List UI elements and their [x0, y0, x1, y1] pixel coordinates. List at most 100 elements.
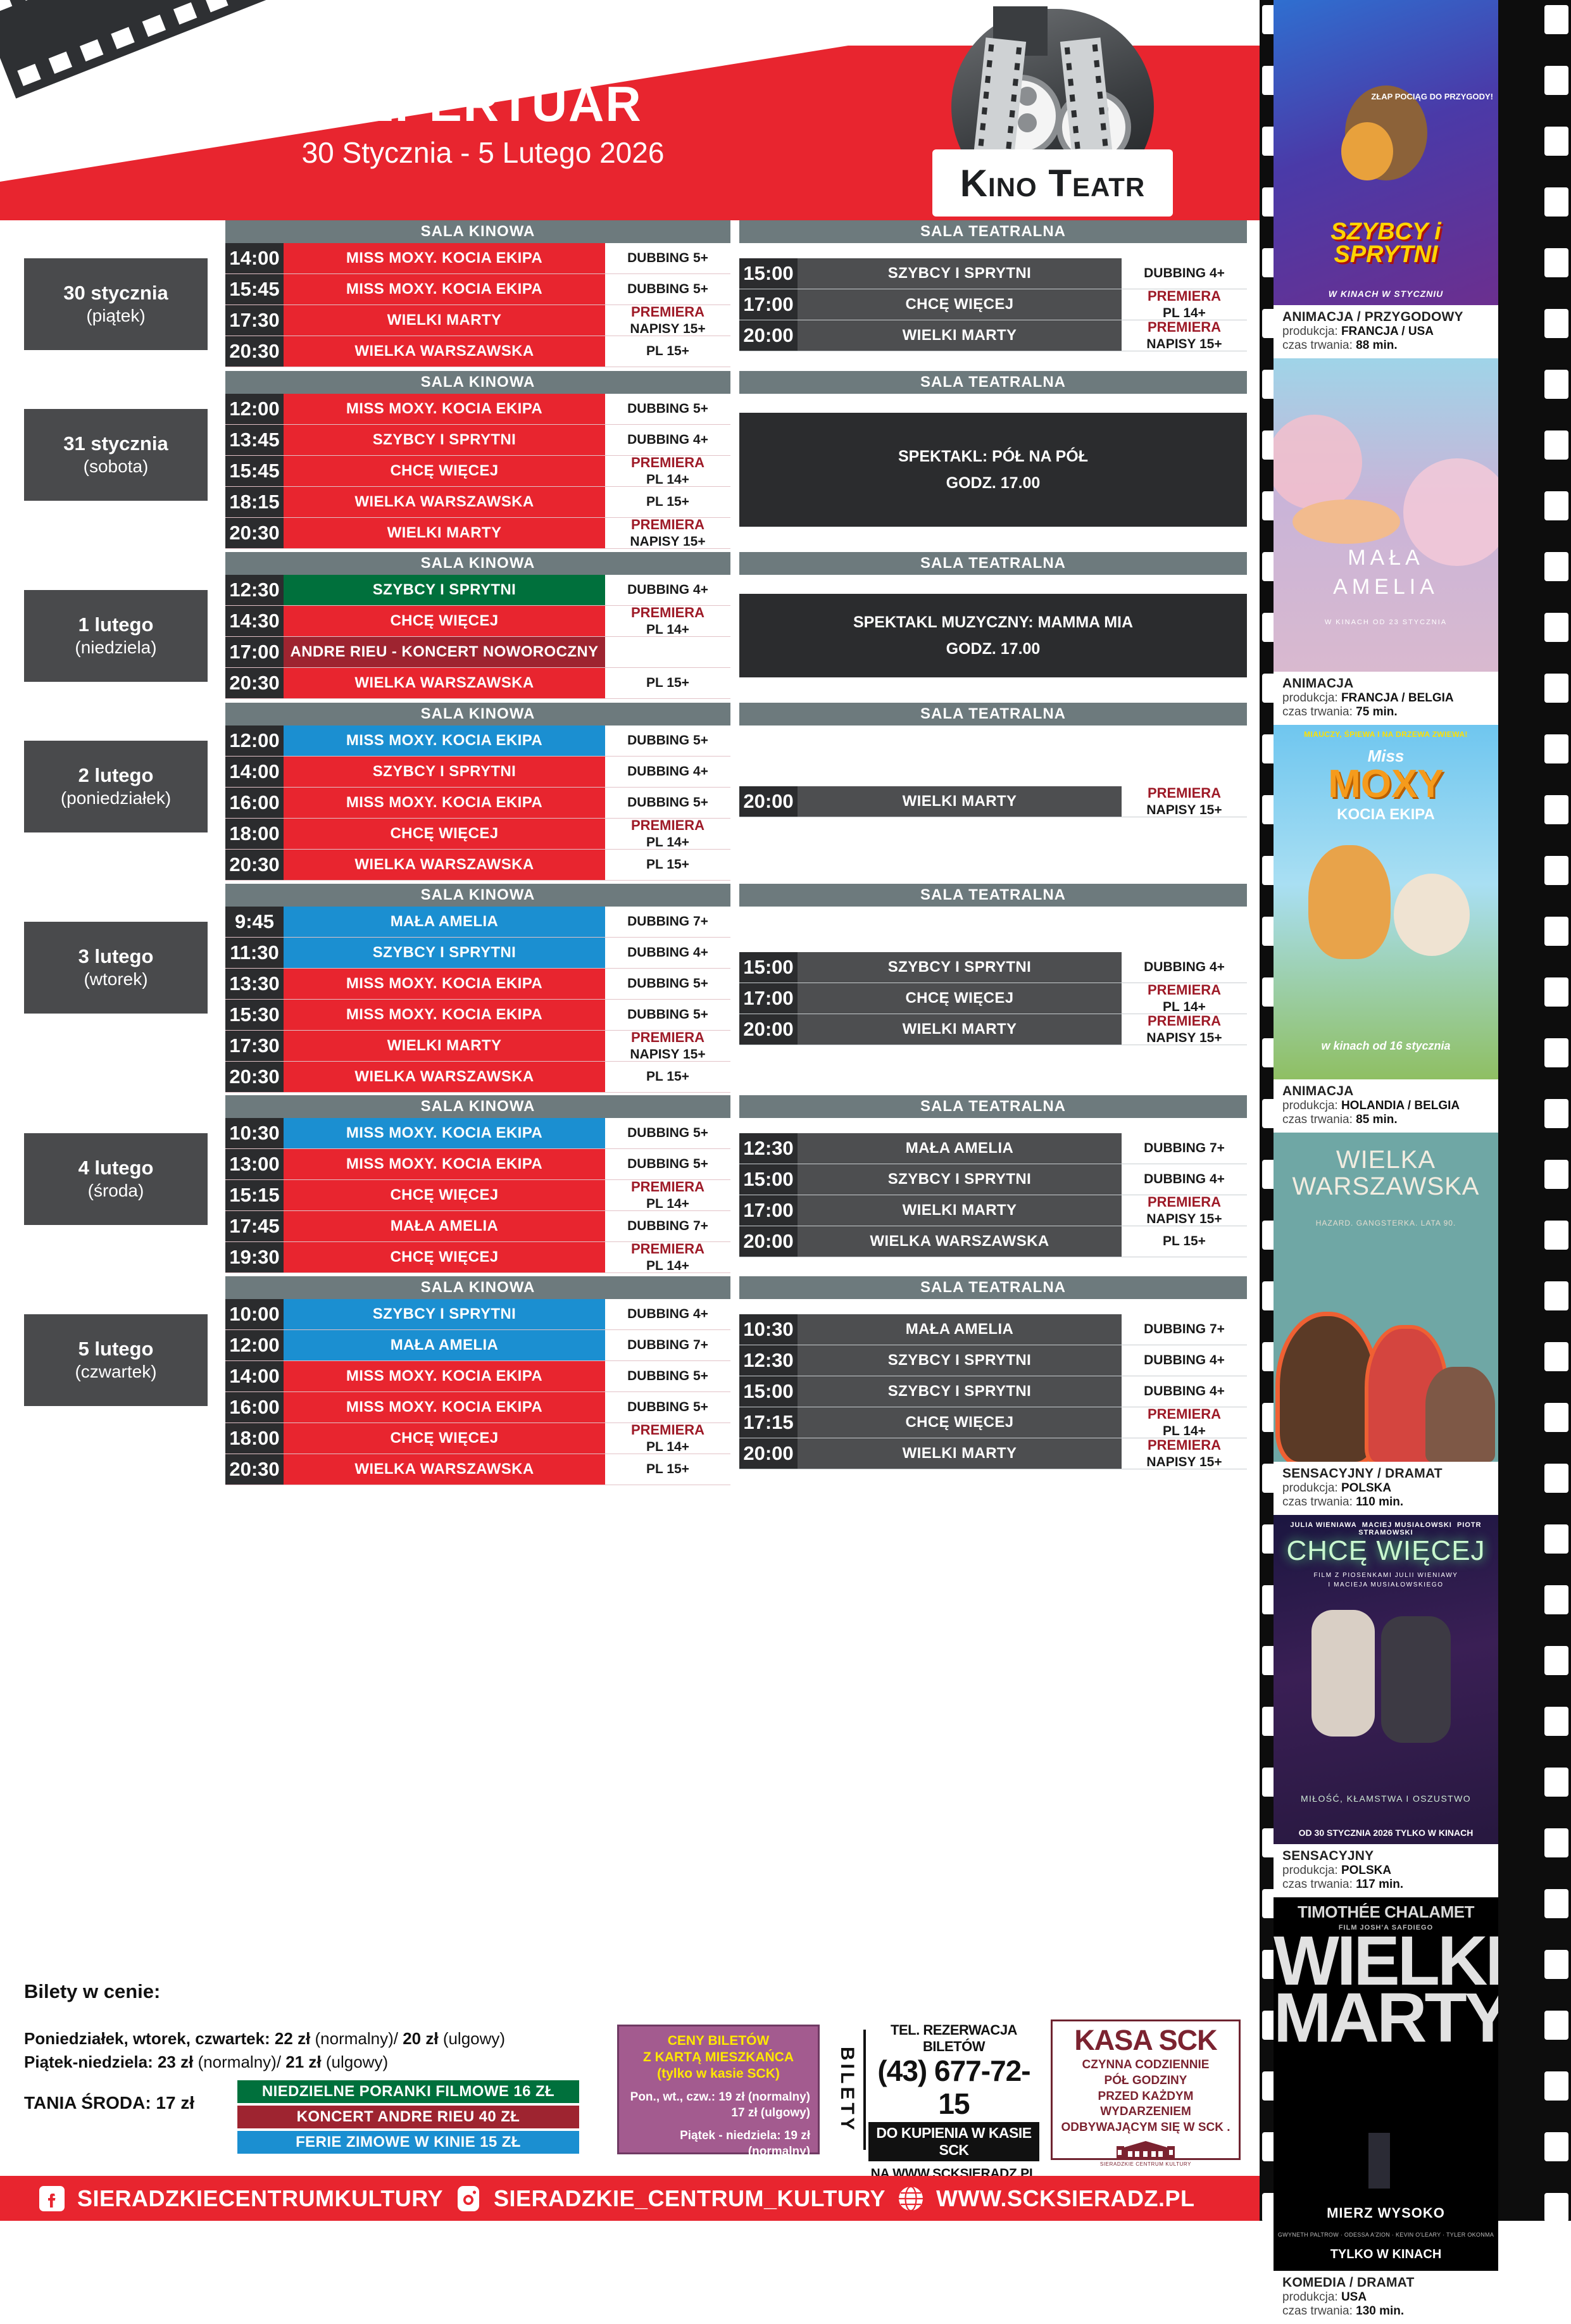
film-genre: ANIMACJA / PRZYGODOWY [1282, 310, 1463, 324]
hall-header-teatr: SALA TEATRALNA [739, 1276, 1247, 1299]
day-label: 3 lutego (wtorek) [24, 921, 208, 1014]
screening-row[interactable]: 12:00 MISS MOXY. KOCIA EKIPA DUBBING 5+ [225, 394, 730, 425]
screening-row[interactable]: 9:45 MAŁA AMELIA DUBBING 7+ [225, 907, 730, 938]
screening-row[interactable]: 20:30 WIELKI MARTY PREMIERA NAPISY 15+ [225, 517, 730, 549]
screening-time: 10:00 [225, 1299, 284, 1329]
screening-title: MISS MOXY. KOCIA EKIPA [284, 1149, 605, 1179]
screening-row[interactable]: 15:00 SZYBCY I SPRYTNI DUBBING 4+ [739, 258, 1247, 289]
reservation-phone[interactable]: (43) 677-72-15 [877, 2054, 1030, 2120]
screening-row[interactable]: 11:30 SZYBCY I SPRYTNI DUBBING 4+ [225, 938, 730, 969]
instagram-handle[interactable]: SIERADZKIE_CENTRUM_KULTURY [493, 2185, 886, 2211]
screening-row[interactable]: 16:00 MISS MOXY. KOCIA EKIPA DUBBING 5+ [225, 788, 730, 819]
spektakl-block[interactable]: SPEKTAKL MUZYCZNY: MAMMA MIA GODZ. 17.00 [739, 594, 1247, 677]
screening-row[interactable]: 17:00 CHCĘ WIĘCEJ PREMIERA PL 14+ [739, 982, 1247, 1014]
screening-title: WIELKI MARTY [798, 320, 1122, 351]
screening-row[interactable]: 20:30 WIELKA WARSZAWSKA PL 15+ [225, 1454, 730, 1485]
screening-row[interactable]: 12:00 MAŁA AMELIA DUBBING 7+ [225, 1330, 730, 1361]
screening-row[interactable]: 15:30 MISS MOXY. KOCIA EKIPA DUBBING 5+ [225, 1000, 730, 1031]
screening-row[interactable]: 12:30 SZYBCY I SPRYTNI DUBBING 4+ [225, 575, 730, 606]
instagram-icon[interactable] [454, 2185, 482, 2213]
screening-row[interactable]: 15:00 SZYBCY I SPRYTNI DUBBING 4+ [739, 952, 1247, 983]
screening-meta: DUBBING 5+ [605, 1149, 730, 1179]
screening-row[interactable]: 14:00 MISS MOXY. KOCIA EKIPA DUBBING 5+ [225, 1361, 730, 1392]
screening-row[interactable]: 20:00 WIELKA WARSZAWSKA PL 15+ [739, 1226, 1247, 1257]
screening-row[interactable]: 17:30 WIELKI MARTY PREMIERA NAPISY 15+ [225, 1029, 730, 1062]
screening-title: SZYBCY I SPRYTNI [284, 757, 605, 787]
screening-row[interactable]: 20:30 WIELKA WARSZAWSKA PL 15+ [225, 668, 730, 699]
screening-row[interactable]: 12:00 MISS MOXY. KOCIA EKIPA DUBBING 5+ [225, 725, 730, 757]
screening-meta: PL 15+ [605, 336, 730, 367]
screening-row[interactable]: 12:30 SZYBCY I SPRYTNI DUBBING 4+ [739, 1345, 1247, 1376]
screening-meta: PREMIERA PL 14+ [1122, 1406, 1247, 1438]
spektakl-block[interactable]: SPEKTAKL: PÓŁ NA PÓŁ GODZ. 17.00 [739, 413, 1247, 527]
screening-note: DUBBING 7+ [1144, 1322, 1225, 1337]
resident-card-weekend-prices: Piątek - niedziela: 19 zł (normalny) 18 z… [680, 2129, 810, 2174]
hall-header-kino: SALA KINOWA [225, 703, 730, 725]
screening-row[interactable]: 17:45 MAŁA AMELIA DUBBING 7+ [225, 1211, 730, 1242]
facebook-icon[interactable] [38, 2185, 66, 2213]
screening-row[interactable]: 18:15 WIELKA WARSZAWSKA PL 15+ [225, 487, 730, 518]
hall-header-teatr: SALA TEATRALNA [739, 371, 1247, 394]
screening-row[interactable]: 14:00 SZYBCY I SPRYTNI DUBBING 4+ [225, 757, 730, 788]
premiera-badge: PREMIERA [1147, 1013, 1222, 1029]
screening-row[interactable]: 14:00 MISS MOXY. KOCIA EKIPA DUBBING 5+ [225, 243, 730, 274]
screening-row[interactable]: 20:30 WIELKA WARSZAWSKA PL 15+ [225, 850, 730, 881]
screening-meta: PREMIERA NAPISY 15+ [1122, 1194, 1247, 1226]
screening-note: PL 15+ [1163, 1234, 1206, 1249]
screening-row[interactable]: 15:45 MISS MOXY. KOCIA EKIPA DUBBING 5+ [225, 274, 730, 305]
screening-row[interactable]: 15:45 CHCĘ WIĘCEJ PREMIERA PL 14+ [225, 455, 730, 487]
screening-time: 16:00 [225, 788, 284, 818]
screening-title: WIELKI MARTY [284, 1031, 605, 1061]
resident-card-title: CENY BILETÓW Z KARTĄ MIESZKAŃCA (tylko w k… [643, 2033, 794, 2082]
website-url[interactable]: WWW.SCKSIERADZ.PL [936, 2185, 1195, 2211]
screening-row[interactable]: 13:30 MISS MOXY. KOCIA EKIPA DUBBING 5+ [225, 969, 730, 1000]
screening-time: 15:15 [225, 1180, 284, 1210]
screening-note: DUBBING 7+ [1144, 1141, 1225, 1156]
screening-meta: DUBBING 7+ [1122, 1314, 1247, 1345]
screening-row[interactable]: 10:30 MAŁA AMELIA DUBBING 7+ [739, 1314, 1247, 1345]
screening-note: DUBBING 7+ [627, 1338, 708, 1353]
screening-row[interactable]: 12:30 MAŁA AMELIA DUBBING 7+ [739, 1133, 1247, 1164]
screening-row[interactable]: 17:00 WIELKI MARTY PREMIERA NAPISY 15+ [739, 1194, 1247, 1226]
facebook-handle[interactable]: SIERADZKIECENTRUMKULTURY [77, 2185, 443, 2211]
screening-row[interactable]: 20:00 WIELKI MARTY PREMIERA NAPISY 15+ [739, 1013, 1247, 1045]
screening-row[interactable]: 17:15 CHCĘ WIĘCEJ PREMIERA PL 14+ [739, 1406, 1247, 1438]
screening-row[interactable]: 13:45 SZYBCY I SPRYTNI DUBBING 4+ [225, 425, 730, 456]
screening-row[interactable]: 20:30 WIELKA WARSZAWSKA PL 15+ [225, 1062, 730, 1093]
film-genre: KOMEDIA / DRAMAT [1282, 2275, 1415, 2290]
screening-row[interactable]: 20:30 WIELKA WARSZAWSKA PL 15+ [225, 336, 730, 367]
screening-time: 12:30 [739, 1133, 798, 1164]
screening-row[interactable]: 20:00 WIELKI MARTY PREMIERA NAPISY 15+ [739, 1437, 1247, 1469]
screening-row[interactable]: 20:00 WIELKI MARTY PREMIERA NAPISY 15+ [739, 319, 1247, 351]
screening-title: WIELKI MARTY [798, 1014, 1122, 1045]
screening-row[interactable]: 15:00 SZYBCY I SPRYTNI DUBBING 4+ [739, 1376, 1247, 1407]
screening-row[interactable]: 17:00 CHCĘ WIĘCEJ PREMIERA PL 14+ [739, 288, 1247, 320]
screening-meta: PREMIERA NAPISY 15+ [1122, 319, 1247, 351]
screening-row[interactable]: 10:00 SZYBCY I SPRYTNI DUBBING 4+ [225, 1299, 730, 1330]
film-poster-card: MIAUCZY, ŚPIEWA I NA DRZEWA ZWIEWA! Miss M… [1274, 725, 1498, 1133]
screening-row[interactable]: 14:30 CHCĘ WIĘCEJ PREMIERA PL 14+ [225, 605, 730, 637]
screening-row[interactable]: 16:00 MISS MOXY. KOCIA EKIPA DUBBING 5+ [225, 1392, 730, 1423]
screening-title: ANDRE RIEU - KONCERT NOWOROCZNY [284, 637, 605, 667]
film-poster-card: JULIA WIENIAWA MACIEJ MUSIAŁOWSKI PIOTR … [1274, 1515, 1498, 1897]
screening-note: DUBBING 7+ [627, 914, 708, 929]
screening-row[interactable]: 15:00 SZYBCY I SPRYTNI DUBBING 4+ [739, 1164, 1247, 1195]
screening-title: SZYBCY I SPRYTNI [284, 1299, 605, 1329]
screening-row[interactable]: 19:30 CHCĘ WIĘCEJ PREMIERA PL 14+ [225, 1241, 730, 1273]
premiera-badge: PREMIERA [630, 605, 705, 621]
screening-time: 20:30 [225, 1062, 284, 1092]
screening-note: NAPISY 15+ [1146, 1211, 1222, 1226]
film-strip-posters: ZŁAP POCIĄG DO PRZYGODY! SZYBCY i SPRYTNI W… [1260, 0, 1571, 2324]
screening-row[interactable]: 17:30 WIELKI MARTY PREMIERA NAPISY 15+ [225, 304, 730, 336]
screening-row[interactable]: 10:30 MISS MOXY. KOCIA EKIPA DUBBING 5+ [225, 1118, 730, 1149]
screening-meta: PL 15+ [605, 1454, 730, 1485]
screening-row[interactable]: 18:00 CHCĘ WIĘCEJ PREMIERA PL 14+ [225, 1422, 730, 1454]
screening-row[interactable]: 18:00 CHCĘ WIĘCEJ PREMIERA PL 14+ [225, 817, 730, 850]
day-block: SALA KINOWA SALA TEATRALNA 3 lutego (wtorek… [0, 884, 1260, 1095]
screening-row[interactable]: 20:00 WIELKI MARTY PREMIERA NAPISY 15+ [739, 785, 1247, 817]
screening-row[interactable]: 15:15 CHCĘ WIĘCEJ PREMIERA PL 14+ [225, 1179, 730, 1211]
globe-icon[interactable] [897, 2185, 925, 2213]
screening-time: 18:00 [225, 819, 284, 849]
screening-row[interactable]: 13:00 MISS MOXY. KOCIA EKIPA DUBBING 5+ [225, 1149, 730, 1180]
screening-row[interactable]: 17:00 ANDRE RIEU - KONCERT NOWOROCZNY [225, 637, 730, 668]
